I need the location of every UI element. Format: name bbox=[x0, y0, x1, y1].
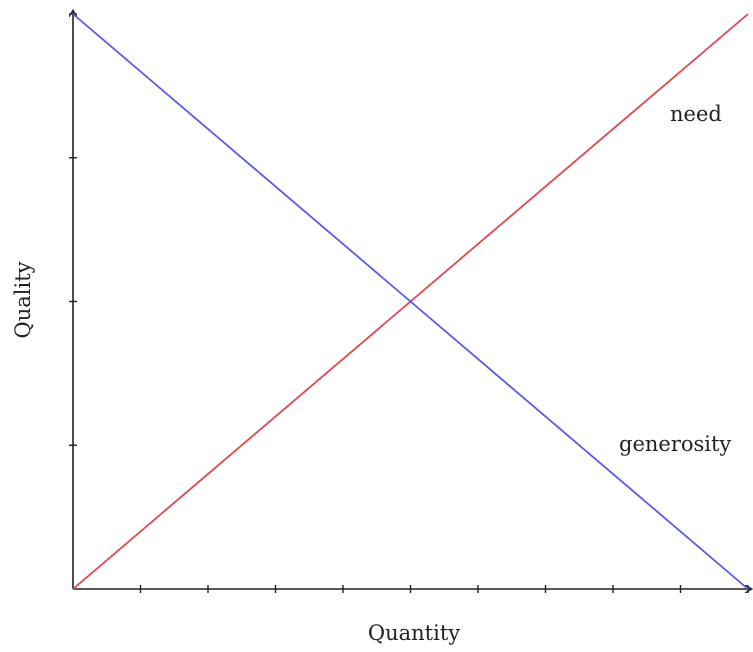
series-line-generosity bbox=[72, 13, 749, 590]
ticks bbox=[69, 13, 749, 593]
y-axis-label: Quality bbox=[11, 261, 35, 338]
axes bbox=[73, 11, 751, 589]
x-axis-label: Quantity bbox=[368, 621, 460, 645]
series-label-generosity: generosity bbox=[619, 432, 731, 456]
series-lines bbox=[72, 13, 749, 590]
series-label-need: need bbox=[670, 102, 722, 126]
